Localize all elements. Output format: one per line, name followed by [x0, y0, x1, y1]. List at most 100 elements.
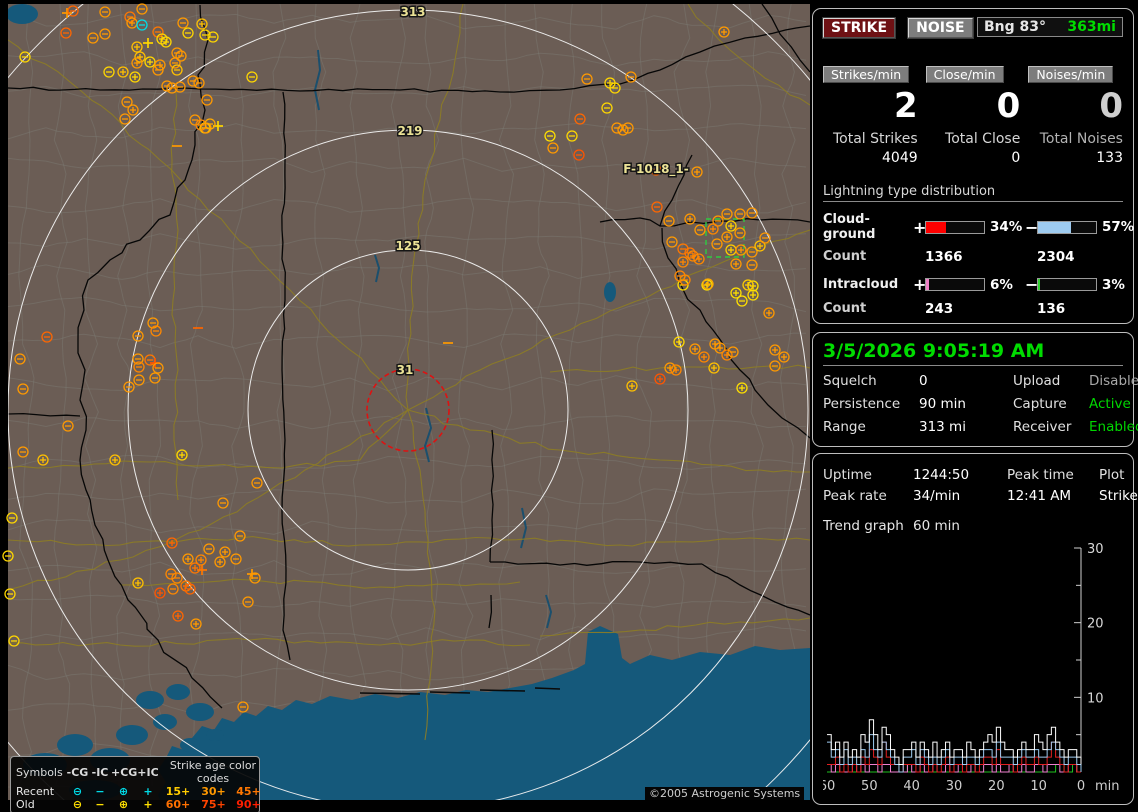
strikes-per-min-chip[interactable]: Strikes/min — [823, 66, 910, 83]
lightning-map[interactable]: 313 219 125 31 F-1018_1- Symbols -CG -IC +CG… — [0, 0, 810, 812]
strike-cm — [17, 446, 29, 458]
strike-cp — [154, 587, 166, 599]
strike-cp — [670, 364, 682, 376]
legend-col-ic-pos: +IC — [137, 765, 159, 779]
svg-text:219: 219 — [397, 124, 422, 138]
legend-col-cg-neg: -CG — [66, 765, 89, 779]
strike-cp — [129, 71, 141, 83]
strike-cm — [132, 330, 144, 342]
svg-text:10: 10 — [1030, 779, 1047, 794]
strike-cm — [622, 122, 634, 134]
strike-cm — [204, 118, 216, 130]
map-canvas[interactable]: 313 219 125 31 F-1018_1- — [0, 0, 810, 812]
legend-old-label: Old — [16, 798, 35, 811]
strike-cp — [195, 554, 207, 566]
uptime-value: 1244:50 — [913, 467, 970, 483]
noise-mode-button[interactable]: NOISE — [908, 18, 973, 38]
strike-cp — [214, 556, 226, 568]
cloud-ground-counts: Count 1366 2304 — [823, 249, 1123, 265]
ic-pos-old-icon: + — [143, 798, 153, 811]
strike-cp — [127, 104, 139, 116]
strike-cm — [119, 113, 131, 125]
peak-time-label: Peak time — [1007, 467, 1074, 483]
cg-neg-old-icon: ⊖ — [72, 798, 83, 811]
peak-rate-value: 34/min — [913, 488, 961, 504]
strike-cm — [171, 64, 183, 76]
cg-positive-bar — [925, 220, 985, 234]
count-label: Count — [823, 301, 867, 316]
strike-cm — [727, 346, 739, 358]
squelch-label: Squelch — [823, 373, 877, 389]
strike-cm — [184, 583, 196, 595]
noises-per-min-chip[interactable]: Noises/min — [1028, 66, 1114, 83]
strike-cp — [131, 41, 143, 53]
total-strikes-label: Total Strikes — [832, 131, 918, 147]
map-legend: Symbols -CG -IC +CG +IC Strike age color… — [10, 756, 261, 812]
capture-label: Capture — [1013, 396, 1067, 412]
strike-cp — [718, 26, 730, 38]
strike-mode-button[interactable]: STRIKE — [823, 18, 896, 38]
strike-cm — [4, 588, 16, 600]
strike-cm — [234, 530, 246, 542]
age-45: 45+ — [236, 785, 261, 798]
copyright-notice: ©2005 Astrogenic Systems — [645, 787, 805, 800]
plus-sign: + — [913, 217, 927, 237]
cg-positive-count: 1366 — [925, 249, 963, 265]
stats-row: Peak rate 34/min 12:41 AM Strike — [823, 488, 1138, 504]
strike-cp — [626, 380, 638, 392]
strike-cm — [41, 331, 53, 343]
ic-positive-bar — [925, 278, 985, 291]
strike-cm — [8, 635, 20, 647]
strike-cp — [189, 562, 201, 574]
noises-per-min-value: 0 — [1099, 86, 1123, 126]
strike-cp — [708, 362, 720, 374]
strike-cm — [99, 28, 111, 40]
strike-cm — [62, 420, 74, 432]
strike-cp — [172, 610, 184, 622]
strike-cp — [698, 351, 710, 363]
strike-cp — [707, 223, 719, 235]
datetime-display: 3/5/2026 9:05:19 AM — [823, 340, 1123, 366]
strike-cm — [601, 102, 613, 114]
total-noises-label: Total Noises — [1039, 131, 1123, 147]
intracloud-counts: Count 243 136 — [823, 301, 1123, 317]
trend-graph-label: Trend graph — [823, 518, 904, 534]
status-row: Persistence 90 min Capture Active — [823, 396, 1131, 412]
strike-cm — [103, 66, 115, 78]
strike-cm — [203, 543, 215, 555]
trend-header: Trend graph 60 min — [823, 518, 1123, 534]
svg-text:30: 30 — [946, 779, 963, 794]
upload-label: Upload — [1013, 373, 1061, 389]
distance-value: 363mi — [1067, 19, 1116, 35]
ic-negative-count: 136 — [1037, 301, 1066, 317]
strike-cp — [714, 342, 726, 354]
strikes-per-min-value: 2 — [893, 86, 918, 126]
strike-cm — [746, 246, 758, 258]
strike-cm — [625, 71, 637, 83]
strike-p — [197, 565, 207, 575]
strike-cm — [17, 383, 29, 395]
legend-row-recent: Recent ⊖ − ⊕ + 15+ 30+ 45+ — [16, 785, 261, 798]
receiver-status: Enabled — [1089, 419, 1138, 435]
close-per-min-chip[interactable]: Close/min — [925, 66, 1004, 83]
svg-text:10: 10 — [1087, 691, 1104, 706]
strike-cm — [150, 325, 162, 337]
capture-status: Active — [1089, 396, 1131, 412]
side-panel: STRIKE NOISE Bng 83° 363mi Strikes/min 2… — [812, 0, 1138, 812]
strike-cm — [19, 51, 31, 63]
ic-positive-count: 243 — [925, 301, 954, 317]
strike-cm — [734, 227, 746, 239]
svg-text:125: 125 — [395, 239, 420, 253]
strike-cm — [175, 50, 187, 62]
strike-cm — [207, 31, 219, 43]
status-row: Range 313 mi Receiver Enabled — [823, 419, 1138, 435]
svg-text:30: 30 — [1087, 542, 1104, 557]
strike-cm — [769, 360, 781, 372]
strike-cp — [730, 287, 742, 299]
strike-cp — [166, 537, 178, 549]
strike-cm — [174, 81, 186, 93]
bearing-readout: Bng 83° 363mi — [977, 17, 1123, 37]
cg-positive-pct: 34% — [990, 219, 1023, 235]
strike-cm — [199, 29, 211, 41]
strike-cp — [176, 449, 188, 461]
